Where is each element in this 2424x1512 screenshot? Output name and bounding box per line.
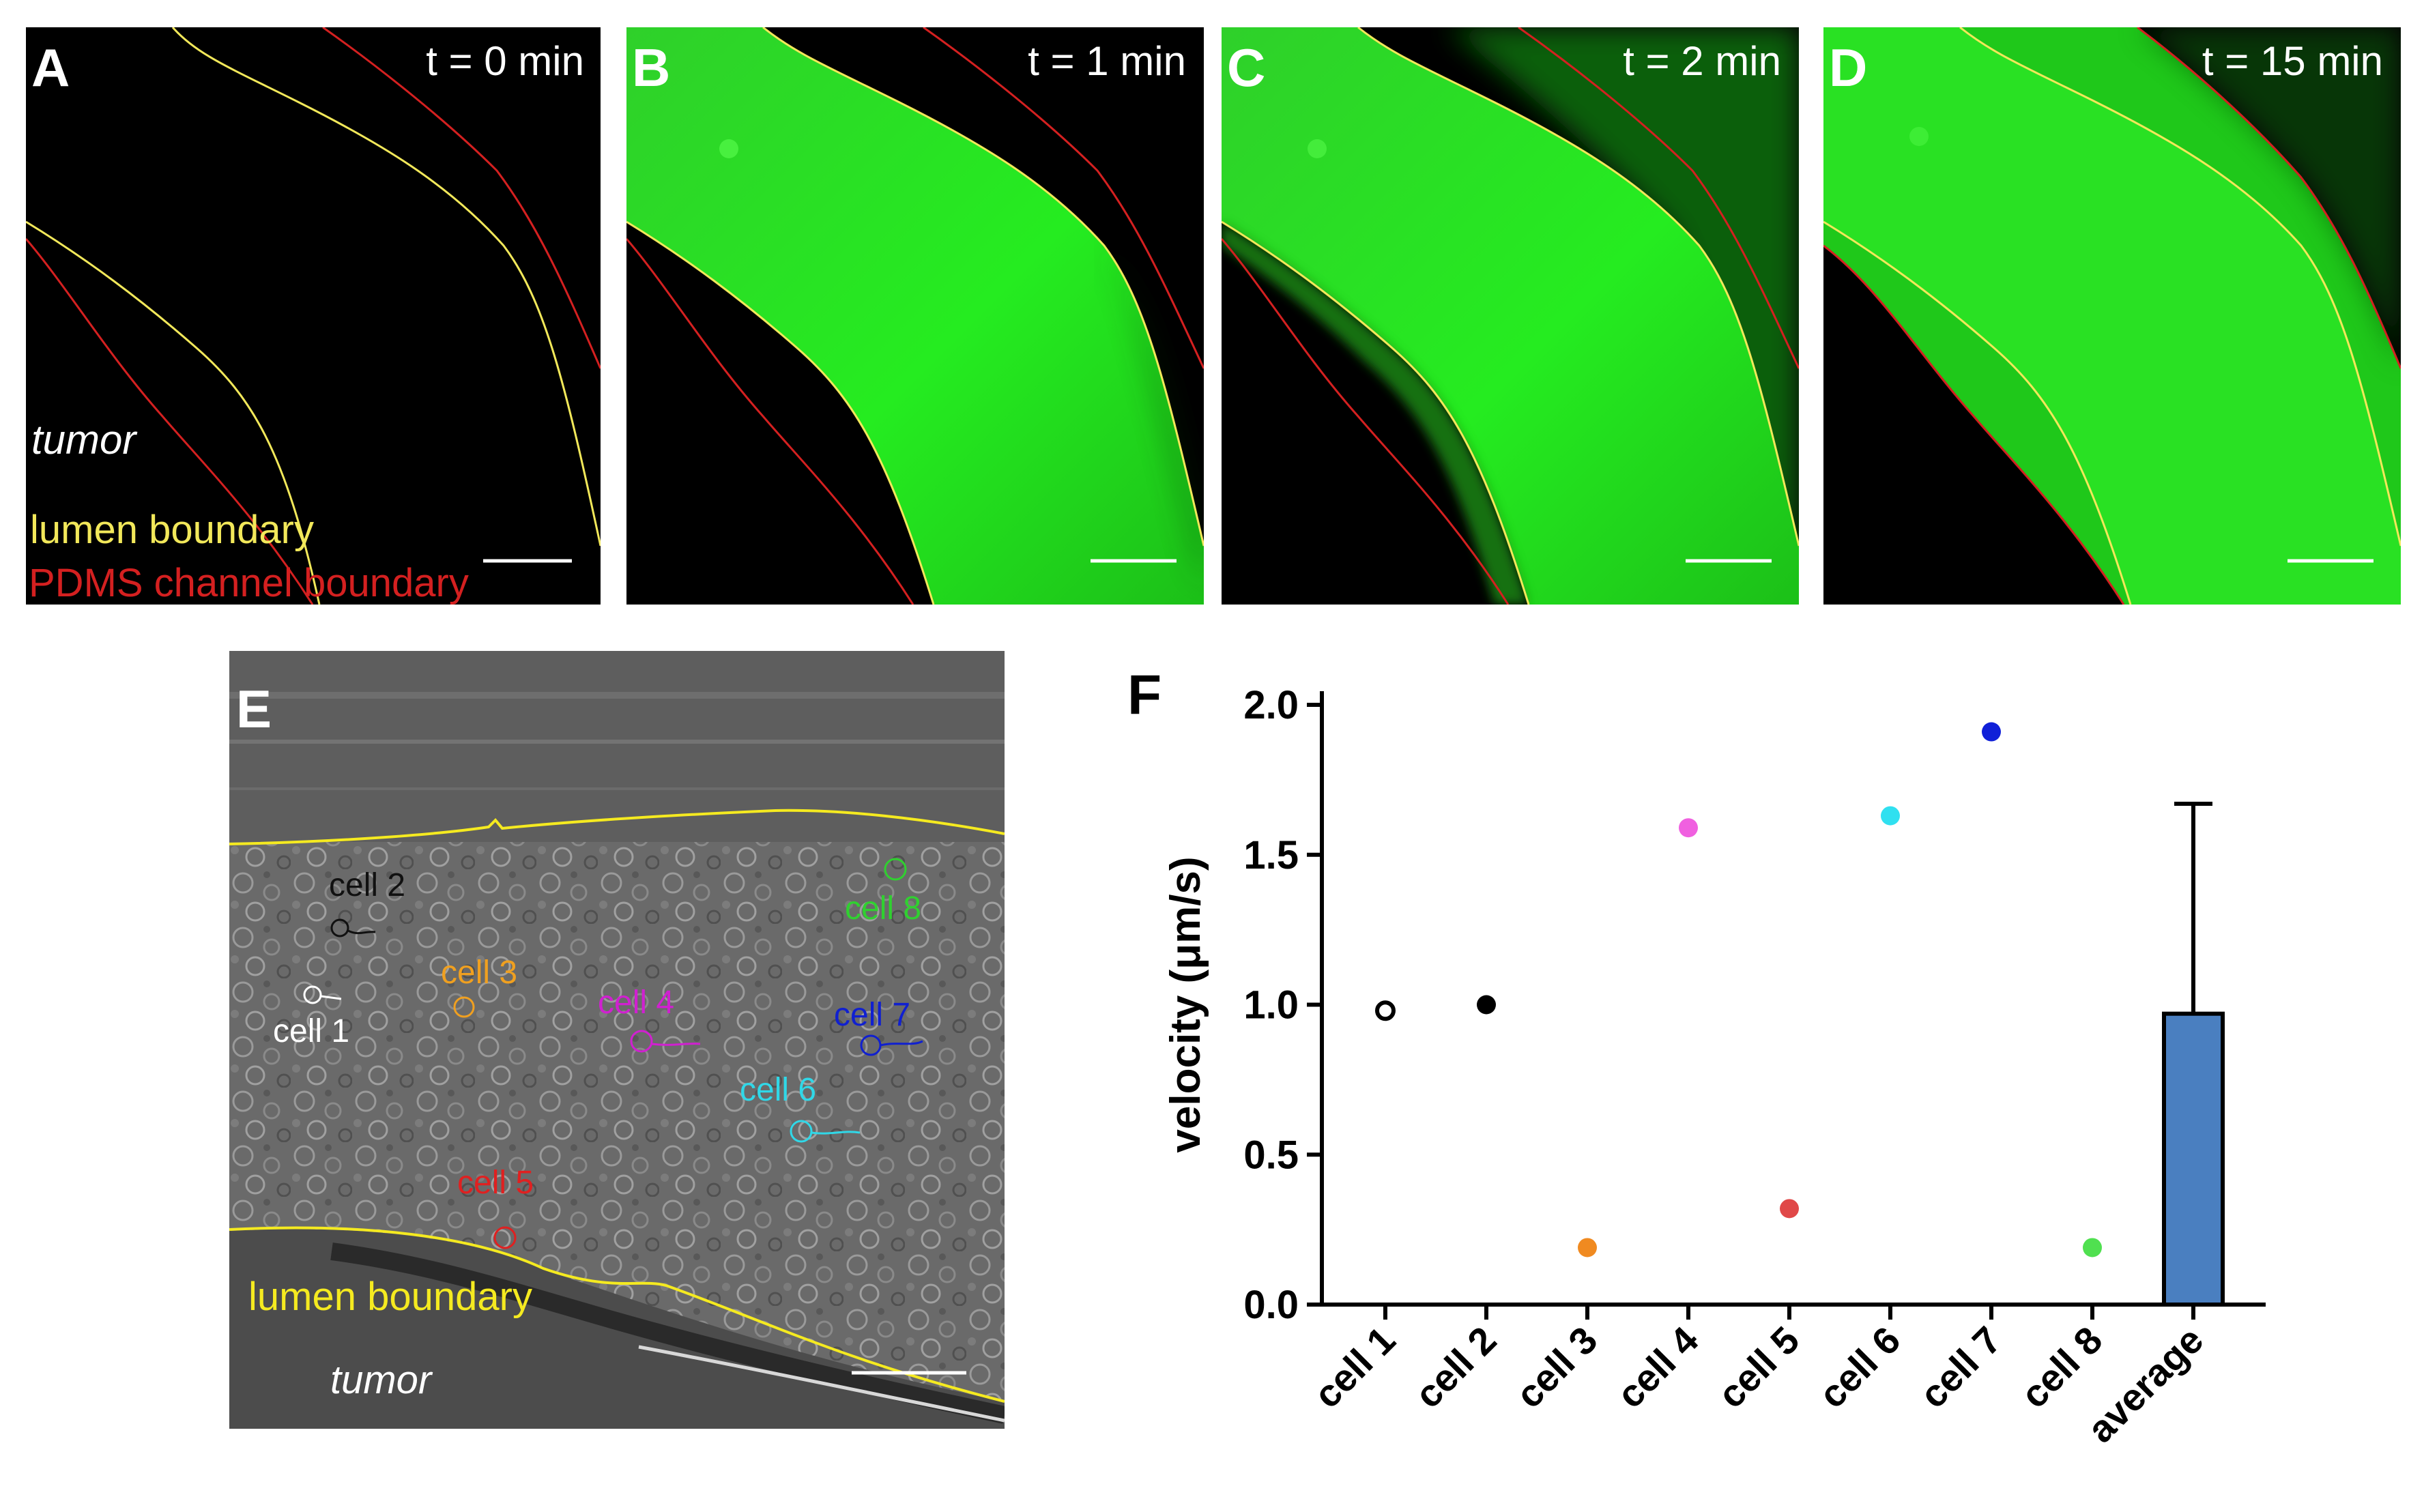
panel-letter-b: B bbox=[632, 38, 671, 98]
y-tick-label-1: 0.5 bbox=[1243, 1133, 1299, 1177]
lumen-boundary-lower bbox=[626, 220, 935, 605]
pdms-boundary-lower bbox=[1222, 238, 1510, 605]
panel-c: C t = 2 min bbox=[1222, 27, 1799, 605]
cell-1-label: cell 1 bbox=[273, 1013, 350, 1049]
cell-2-label: cell 2 bbox=[329, 867, 406, 903]
panel-c-image bbox=[1222, 27, 1799, 605]
data-point-cell-5 bbox=[1780, 1199, 1799, 1219]
cell-6-track bbox=[790, 1120, 861, 1143]
panel-letter-f: F bbox=[1127, 664, 1162, 726]
lumen-boundary-lower bbox=[26, 220, 321, 605]
fluorescent-lumen bbox=[626, 27, 1204, 605]
cell-3-track bbox=[453, 996, 475, 1018]
panel-d-image bbox=[1823, 27, 2401, 605]
panel-e-image bbox=[229, 651, 1005, 1429]
tumor-label-e: tumor bbox=[330, 1358, 432, 1402]
cell-4-track bbox=[630, 1030, 701, 1053]
lumen-boundary-upper bbox=[762, 27, 1204, 547]
pdms-boundary-upper bbox=[923, 27, 1204, 369]
cell-6-label: cell 6 bbox=[740, 1072, 817, 1108]
panel-d: D t = 15 min bbox=[1823, 27, 2401, 605]
x-tick-label-0: cell 1 bbox=[1305, 1318, 1404, 1416]
y-tick-label-4: 2.0 bbox=[1243, 683, 1299, 727]
pdms-boundary-lower bbox=[26, 238, 314, 605]
cell-7-track bbox=[860, 1034, 923, 1056]
lumen-boundary-upper bbox=[1959, 27, 2401, 547]
cell-3-label: cell 3 bbox=[441, 955, 518, 991]
x-tick-label-3: cell 4 bbox=[1608, 1318, 1707, 1416]
pdms-boundary-upper bbox=[322, 27, 601, 369]
lumen-boundary-upper bbox=[229, 809, 1005, 845]
lumen-boundary-label: lumen boundary bbox=[248, 1275, 532, 1319]
x-tick-label-5: cell 6 bbox=[1810, 1318, 1909, 1416]
cell-2-track bbox=[330, 918, 376, 937]
data-point-cell-8 bbox=[2083, 1238, 2102, 1257]
y-tick-label-0: 0.0 bbox=[1243, 1283, 1299, 1327]
lumen-boundary-upper bbox=[1357, 27, 1799, 547]
legend-pdms-boundary: PDMS channel boundary bbox=[29, 561, 469, 605]
panel-letter-c: C bbox=[1227, 38, 1266, 98]
time-label-b: t = 1 min bbox=[1028, 38, 1186, 84]
panel-e: E cell 1 cell 2 cell 3 cell 4 cell 5 cel… bbox=[229, 651, 1005, 1429]
y-tick-label-2: 1.0 bbox=[1243, 983, 1299, 1028]
pdms-boundary-upper bbox=[1518, 27, 1799, 369]
lumen-boundary-upper bbox=[171, 27, 601, 547]
fluorescent-spread bbox=[1222, 27, 1799, 587]
fluorescent-lumen bbox=[1823, 27, 2401, 605]
x-tick-label-6: cell 7 bbox=[1911, 1318, 2010, 1416]
lumen-boundary-lower bbox=[1823, 220, 2132, 605]
time-label-a: t = 0 min bbox=[426, 38, 584, 84]
lumen-boundary-lower bbox=[229, 1226, 1005, 1403]
data-point-cell-2 bbox=[1477, 995, 1496, 1015]
data-point-cell-7 bbox=[1982, 722, 2001, 742]
cell-5-track bbox=[493, 1226, 517, 1249]
average-bar bbox=[2162, 1011, 2225, 1307]
time-label-c: t = 2 min bbox=[1623, 38, 1781, 84]
pdms-boundary-upper bbox=[2137, 27, 2401, 369]
panel-b: B t = 1 min bbox=[626, 27, 1204, 605]
cell-1-track bbox=[303, 985, 342, 1004]
x-tick-label-7: cell 8 bbox=[2012, 1318, 2111, 1416]
data-point-cell-3 bbox=[1578, 1238, 1597, 1257]
panel-a-boundaries bbox=[26, 27, 601, 605]
lumen-boundary-lower bbox=[1222, 220, 1530, 605]
panel-b-image bbox=[626, 27, 1204, 605]
y-tick-label-3: 1.5 bbox=[1243, 833, 1299, 877]
tumor-label-a: tumor bbox=[31, 417, 136, 463]
pdms-boundary-lower bbox=[626, 238, 914, 605]
data-point-cell-6 bbox=[1881, 806, 1900, 826]
time-label-d: t = 15 min bbox=[2202, 38, 2383, 84]
x-tick-label-4: cell 5 bbox=[1709, 1318, 1808, 1416]
panel-letter-d: D bbox=[1829, 38, 1868, 98]
upper-channel-wall bbox=[229, 651, 1005, 842]
panel-a: A t = 0 min tumor bbox=[26, 27, 601, 605]
panel-letter-a: A bbox=[31, 38, 70, 98]
data-point-cell-1 bbox=[1375, 1000, 1396, 1021]
x-tick-label-1: cell 2 bbox=[1406, 1318, 1505, 1416]
fluorescent-lumen bbox=[1222, 27, 1799, 605]
cell-8-track bbox=[884, 858, 907, 881]
y-axis-label: velocity (μm/s) bbox=[1162, 856, 1209, 1152]
cell-5-label: cell 5 bbox=[457, 1165, 534, 1201]
data-point-cell-4 bbox=[1679, 818, 1698, 838]
cell-7-label: cell 7 bbox=[834, 997, 911, 1033]
x-tick-label-2: cell 3 bbox=[1507, 1318, 1606, 1416]
cell-4-label: cell 4 bbox=[598, 985, 675, 1021]
cell-8-label: cell 8 bbox=[845, 890, 922, 927]
pdms-boundary-lower bbox=[1823, 244, 2125, 605]
panel-letter-e: E bbox=[236, 679, 272, 739]
legend-lumen-boundary: lumen boundary bbox=[30, 508, 314, 552]
